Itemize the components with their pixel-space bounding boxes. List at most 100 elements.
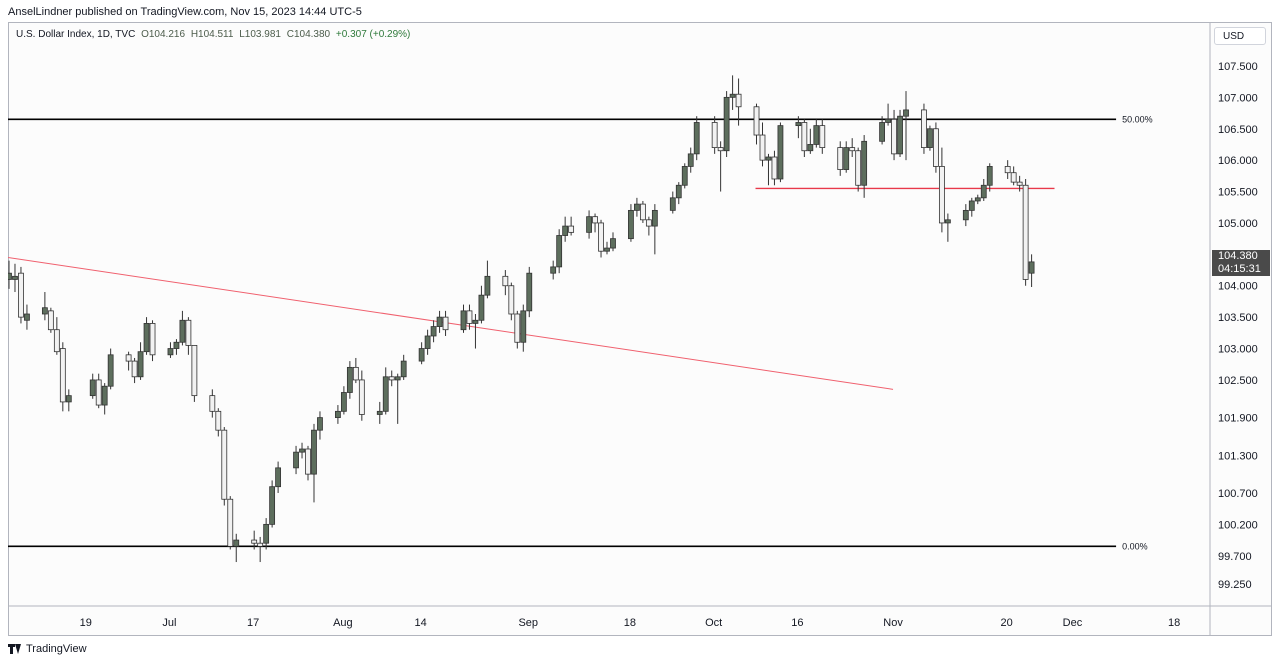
candle bbox=[59, 342, 66, 412]
chart-canvas[interactable]: 107.500 107.000 106.500 106.000 105.500 105.0… bbox=[8, 22, 1272, 636]
legend-low: L103.981 bbox=[239, 29, 281, 40]
candle bbox=[53, 317, 60, 355]
candle-body bbox=[562, 225, 569, 236]
candle bbox=[442, 310, 449, 336]
time-tick-label: 16 bbox=[791, 617, 803, 629]
time-tick-label: Sep bbox=[518, 617, 538, 629]
candle bbox=[514, 310, 521, 349]
candle-body bbox=[669, 197, 676, 211]
candle-body bbox=[18, 272, 24, 318]
candle bbox=[41, 292, 48, 321]
candle-body bbox=[903, 109, 909, 117]
candle bbox=[209, 389, 216, 418]
time-tick-label: Nov bbox=[883, 617, 903, 629]
candle bbox=[1010, 166, 1017, 186]
candle-body bbox=[143, 323, 150, 353]
price-tick-label: 100.200 bbox=[1218, 519, 1258, 531]
candle-body bbox=[1004, 166, 1011, 174]
candle-body bbox=[65, 395, 72, 403]
candle bbox=[478, 285, 485, 324]
candle-body bbox=[89, 379, 96, 397]
candle bbox=[562, 216, 569, 242]
candle bbox=[681, 163, 688, 189]
candle-body bbox=[849, 147, 856, 152]
candle-body bbox=[927, 128, 933, 148]
candle bbox=[1016, 175, 1023, 192]
candle bbox=[430, 320, 437, 343]
chart-legend: U.S. Dollar Index, 1D, TVC O104.216 H104… bbox=[16, 29, 413, 40]
currency-button[interactable]: USD bbox=[1214, 27, 1266, 45]
candle bbox=[927, 125, 933, 151]
candle bbox=[24, 304, 30, 330]
candle-body bbox=[299, 448, 305, 453]
candle-body bbox=[376, 410, 383, 415]
candle bbox=[358, 370, 365, 421]
candle bbox=[1028, 254, 1035, 287]
candle-body bbox=[753, 106, 760, 136]
price-tick-label: 101.900 bbox=[1218, 413, 1258, 425]
candle-body bbox=[687, 153, 694, 167]
candle-body bbox=[807, 144, 814, 152]
candle-body bbox=[897, 115, 903, 155]
published-by-text: AnselLindner published on TradingView.co… bbox=[8, 6, 362, 18]
candle bbox=[879, 116, 885, 145]
candle bbox=[436, 310, 443, 333]
candle bbox=[861, 135, 868, 198]
candle bbox=[257, 536, 264, 563]
candle bbox=[263, 518, 270, 550]
candle bbox=[125, 351, 132, 371]
candle-body bbox=[293, 451, 299, 469]
time-tick-label: 18 bbox=[1168, 617, 1180, 629]
candle bbox=[801, 119, 808, 158]
candle bbox=[885, 103, 891, 126]
candle-body bbox=[317, 417, 323, 431]
candle bbox=[143, 317, 150, 355]
candle-body bbox=[466, 310, 473, 324]
candle-body bbox=[1016, 181, 1023, 186]
candles-layer bbox=[8, 75, 1035, 563]
candle bbox=[639, 200, 646, 223]
candle-body bbox=[478, 294, 485, 321]
candle bbox=[735, 78, 742, 126]
candle-body bbox=[101, 385, 108, 406]
candle-body bbox=[885, 118, 891, 123]
candle-body bbox=[400, 360, 407, 378]
candle bbox=[311, 423, 317, 503]
price-tick-label: 103.000 bbox=[1218, 344, 1258, 356]
candle-body bbox=[388, 376, 395, 381]
legend-change: +0.307 (+0.29%) bbox=[335, 29, 411, 40]
time-tick-label: Oct bbox=[705, 617, 722, 629]
candle-body bbox=[771, 156, 778, 180]
candle-body bbox=[717, 147, 724, 152]
candle-body bbox=[974, 197, 981, 202]
candle-body bbox=[765, 156, 772, 161]
candle-body bbox=[556, 235, 563, 268]
tradingview-footer[interactable]: TradingView bbox=[8, 643, 87, 655]
candle-body bbox=[59, 348, 66, 403]
candle bbox=[335, 405, 341, 424]
candle bbox=[460, 304, 467, 333]
candle-body bbox=[592, 216, 598, 224]
price-tick-label: 107.000 bbox=[1218, 92, 1258, 104]
candle bbox=[938, 147, 945, 233]
candle-body bbox=[209, 395, 216, 412]
candle bbox=[185, 317, 192, 355]
candle bbox=[101, 383, 108, 415]
candle bbox=[520, 304, 527, 352]
candle-body bbox=[944, 219, 951, 224]
price-tick-label: 104.000 bbox=[1218, 281, 1258, 293]
price-tick-label: 106.000 bbox=[1218, 155, 1258, 167]
candle bbox=[1022, 178, 1029, 286]
candle-body bbox=[382, 376, 389, 412]
candle-body bbox=[460, 310, 467, 331]
candle-body bbox=[257, 542, 264, 547]
candle bbox=[8, 260, 12, 289]
price-tick-label: 103.500 bbox=[1218, 312, 1258, 324]
candle-body bbox=[837, 147, 844, 170]
candle-body bbox=[221, 429, 228, 500]
candle-body bbox=[568, 225, 575, 233]
candle-body bbox=[8, 272, 12, 280]
candle-body bbox=[598, 222, 604, 252]
candle-body bbox=[311, 429, 317, 475]
candle bbox=[903, 91, 909, 161]
